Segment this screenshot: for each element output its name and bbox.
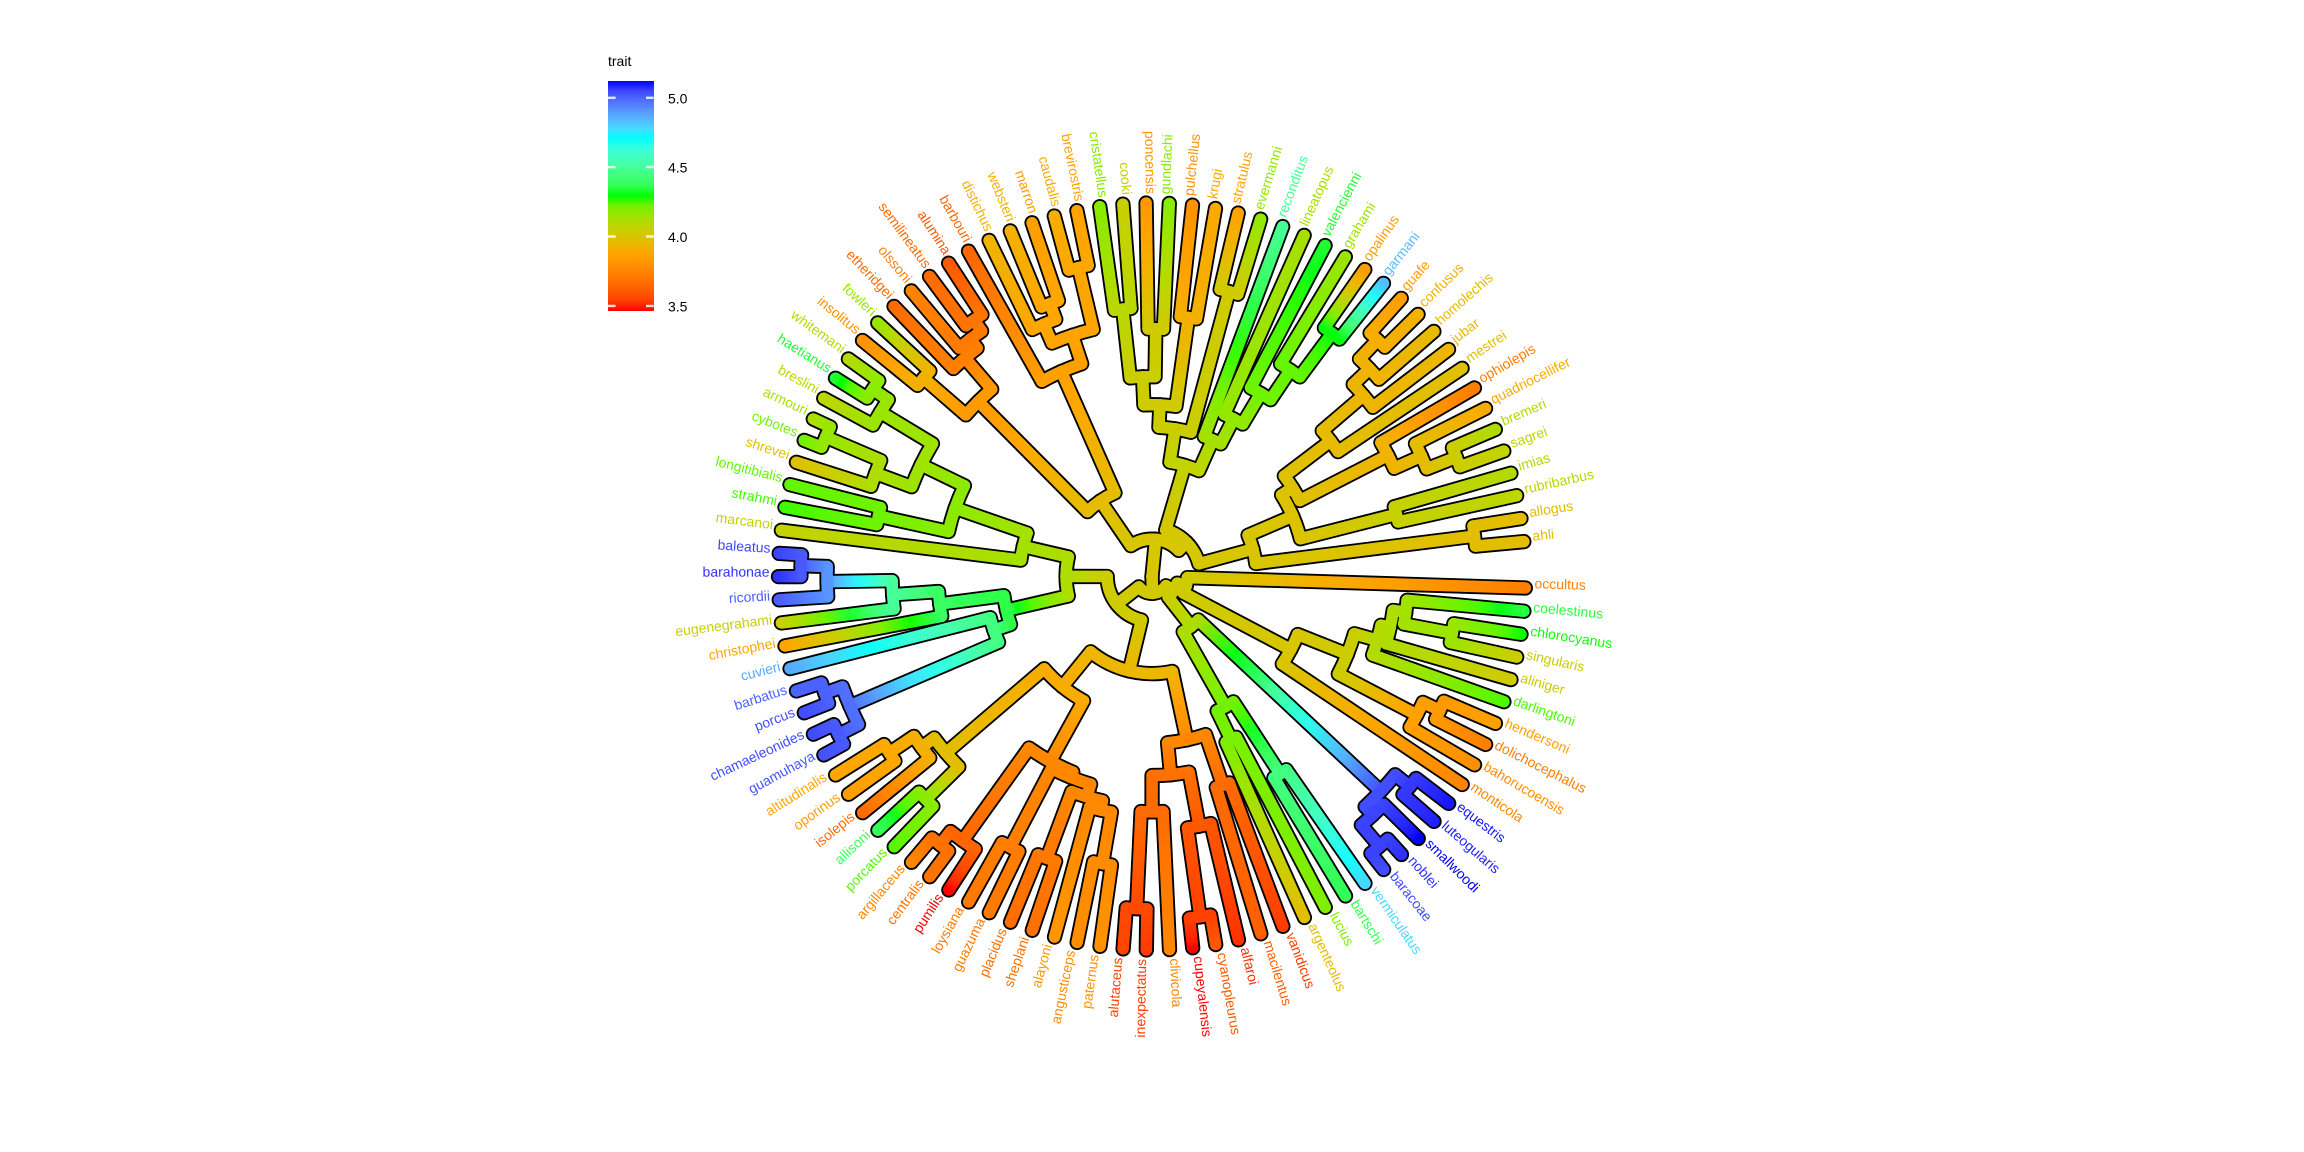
svg-text:coelestinus: coelestinus	[1533, 599, 1604, 621]
svg-text:4.0: 4.0	[668, 229, 688, 245]
svg-text:marcanoi: marcanoi	[715, 509, 774, 532]
svg-text:cooki: cooki	[1117, 162, 1135, 196]
svg-text:trait: trait	[608, 53, 631, 69]
svg-text:allogus: allogus	[1528, 497, 1574, 520]
svg-text:occultus: occultus	[1534, 575, 1586, 593]
svg-text:poncensis: poncensis	[1142, 131, 1159, 194]
svg-text:clivicola: clivicola	[1167, 958, 1185, 1008]
svg-text:ahli: ahli	[1532, 526, 1555, 544]
svg-text:5.0: 5.0	[668, 90, 688, 106]
svg-text:4.5: 4.5	[668, 160, 688, 176]
svg-text:paternus: paternus	[1078, 953, 1101, 1009]
svg-text:inexpectatus: inexpectatus	[1132, 959, 1149, 1038]
svg-text:barahonae: barahonae	[703, 564, 770, 580]
svg-text:baleatus: baleatus	[717, 537, 771, 556]
svg-text:gundlachi: gundlachi	[1157, 134, 1176, 195]
svg-text:alutaceus: alutaceus	[1105, 957, 1126, 1018]
svg-text:3.5: 3.5	[668, 298, 688, 314]
svg-text:krugi: krugi	[1204, 167, 1225, 200]
svg-text:pulchellus: pulchellus	[1181, 133, 1204, 197]
svg-text:ricordii: ricordii	[728, 587, 770, 606]
